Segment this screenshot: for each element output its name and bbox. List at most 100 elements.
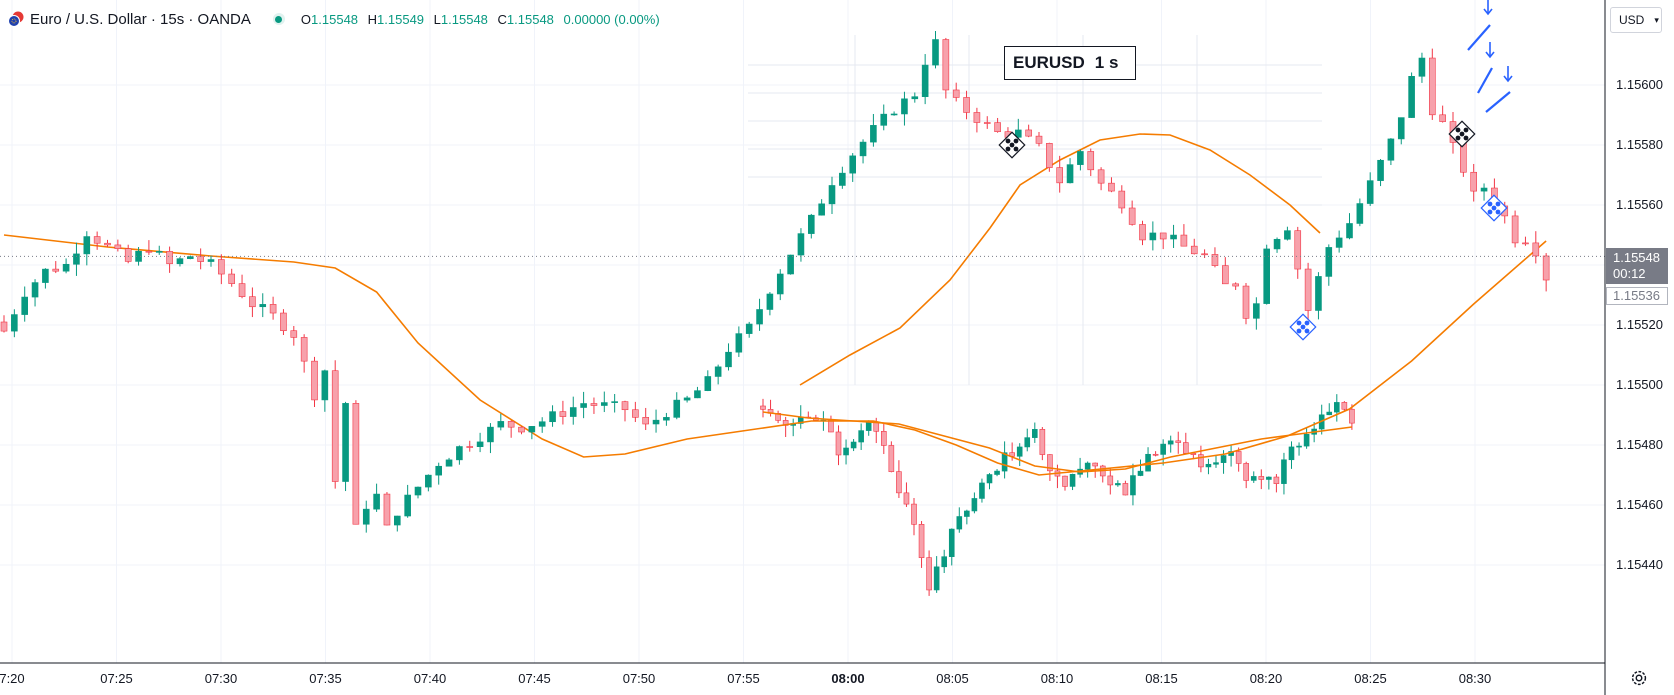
candle	[218, 254, 225, 285]
candle	[1356, 198, 1364, 227]
candle	[352, 400, 360, 525]
moving-average-lines	[3, 133, 1547, 476]
candle-body	[1016, 446, 1023, 457]
candle	[843, 439, 849, 465]
signal-marker-black-icon	[998, 131, 1026, 159]
candle	[1062, 475, 1068, 491]
candle-body	[918, 524, 925, 558]
candle-body	[735, 333, 743, 353]
candle	[986, 473, 993, 490]
candle-body	[994, 470, 1000, 475]
candle-body	[218, 259, 225, 275]
price-tick-label: 1.15580	[1616, 137, 1663, 152]
candle	[828, 176, 836, 215]
candle-body	[559, 411, 567, 417]
price-axis[interactable]: 1.156001.155801.155601.155401.155201.155…	[1616, 77, 1663, 572]
candle-body	[414, 486, 422, 496]
candle-body	[1211, 254, 1219, 266]
candle	[1213, 456, 1219, 468]
time-tick-label: 08:30	[1459, 671, 1492, 686]
candle	[673, 392, 681, 420]
candle-body	[1213, 462, 1219, 465]
candle	[787, 254, 794, 275]
candle-body	[1175, 440, 1182, 443]
candle-body	[971, 498, 978, 512]
candle-body	[187, 256, 194, 259]
candle-body	[124, 248, 132, 262]
candle	[1303, 427, 1310, 449]
candle-body	[31, 282, 39, 298]
candle	[1273, 237, 1281, 253]
candle	[1149, 221, 1157, 251]
candle	[124, 244, 132, 264]
candle-body	[694, 390, 701, 399]
candle-body	[858, 430, 864, 443]
candle	[414, 486, 422, 499]
candle	[383, 492, 391, 526]
candle-body	[1387, 138, 1395, 161]
candle-body	[11, 314, 18, 332]
candle-body	[311, 360, 318, 401]
candle	[549, 405, 556, 427]
candle-body	[973, 112, 981, 123]
candle-body	[956, 516, 963, 530]
candle	[1077, 149, 1084, 171]
candle-body	[1107, 475, 1114, 486]
candle-body	[1137, 470, 1144, 476]
candle	[1180, 224, 1188, 247]
candle-body	[1418, 57, 1426, 77]
candle-body	[942, 39, 950, 91]
candle	[745, 321, 753, 338]
candle	[652, 409, 660, 433]
candle	[362, 500, 370, 533]
candle	[1349, 404, 1355, 430]
time-tick-label: 08:15	[1145, 671, 1178, 686]
market-status-dot[interactable]	[272, 13, 285, 25]
gear-icon[interactable]	[1628, 667, 1650, 689]
candle	[538, 417, 546, 433]
candle-body	[1069, 473, 1076, 487]
candle-body	[787, 254, 794, 275]
time-tick-label: 07:50	[623, 671, 656, 686]
candle	[1122, 480, 1129, 496]
candle	[1056, 155, 1063, 193]
candle-body	[1356, 203, 1364, 224]
candle-body	[911, 96, 919, 100]
candle	[145, 240, 153, 255]
candle	[735, 326, 743, 357]
symbol-interval-box[interactable]: EURUSD 1 s	[1004, 46, 1136, 80]
euro-dollar-flag-icon[interactable]	[8, 11, 24, 27]
candle-body	[259, 304, 267, 308]
time-axis[interactable]: 7:20 07:25 07:30 07:35 07:40 07:45 07:50 07:55 0…	[0, 671, 1491, 686]
candle	[1250, 471, 1257, 483]
candle-body	[839, 172, 846, 186]
symbol-title[interactable]: Euro / U.S. Dollar · 15s · OANDA	[30, 10, 251, 28]
candle-body	[456, 446, 463, 461]
moving-average-line	[3, 234, 1547, 476]
down-arrow-icon	[1467, 0, 1493, 51]
candle	[1115, 480, 1121, 487]
candle-body	[1084, 462, 1091, 470]
candle	[828, 415, 834, 433]
candle-body	[1235, 451, 1242, 464]
currency-button[interactable]: USD ▾	[1610, 7, 1662, 33]
candle	[1198, 445, 1204, 473]
candle	[964, 509, 970, 525]
candle	[971, 492, 978, 514]
candle	[311, 356, 318, 407]
candles	[0, 31, 1550, 533]
candle	[835, 425, 842, 466]
candle	[756, 298, 763, 331]
candle-body	[880, 113, 888, 126]
candle-body	[921, 64, 929, 97]
candle-body	[1349, 408, 1355, 424]
candle	[600, 391, 608, 413]
candle-body	[425, 474, 432, 488]
candle-body	[835, 431, 842, 456]
candle-body	[52, 268, 60, 272]
candle	[1069, 473, 1076, 491]
last-price: 1.15548	[1613, 250, 1660, 265]
price-tick-label: 1.15600	[1616, 77, 1663, 92]
moving-average-line	[762, 411, 1353, 473]
